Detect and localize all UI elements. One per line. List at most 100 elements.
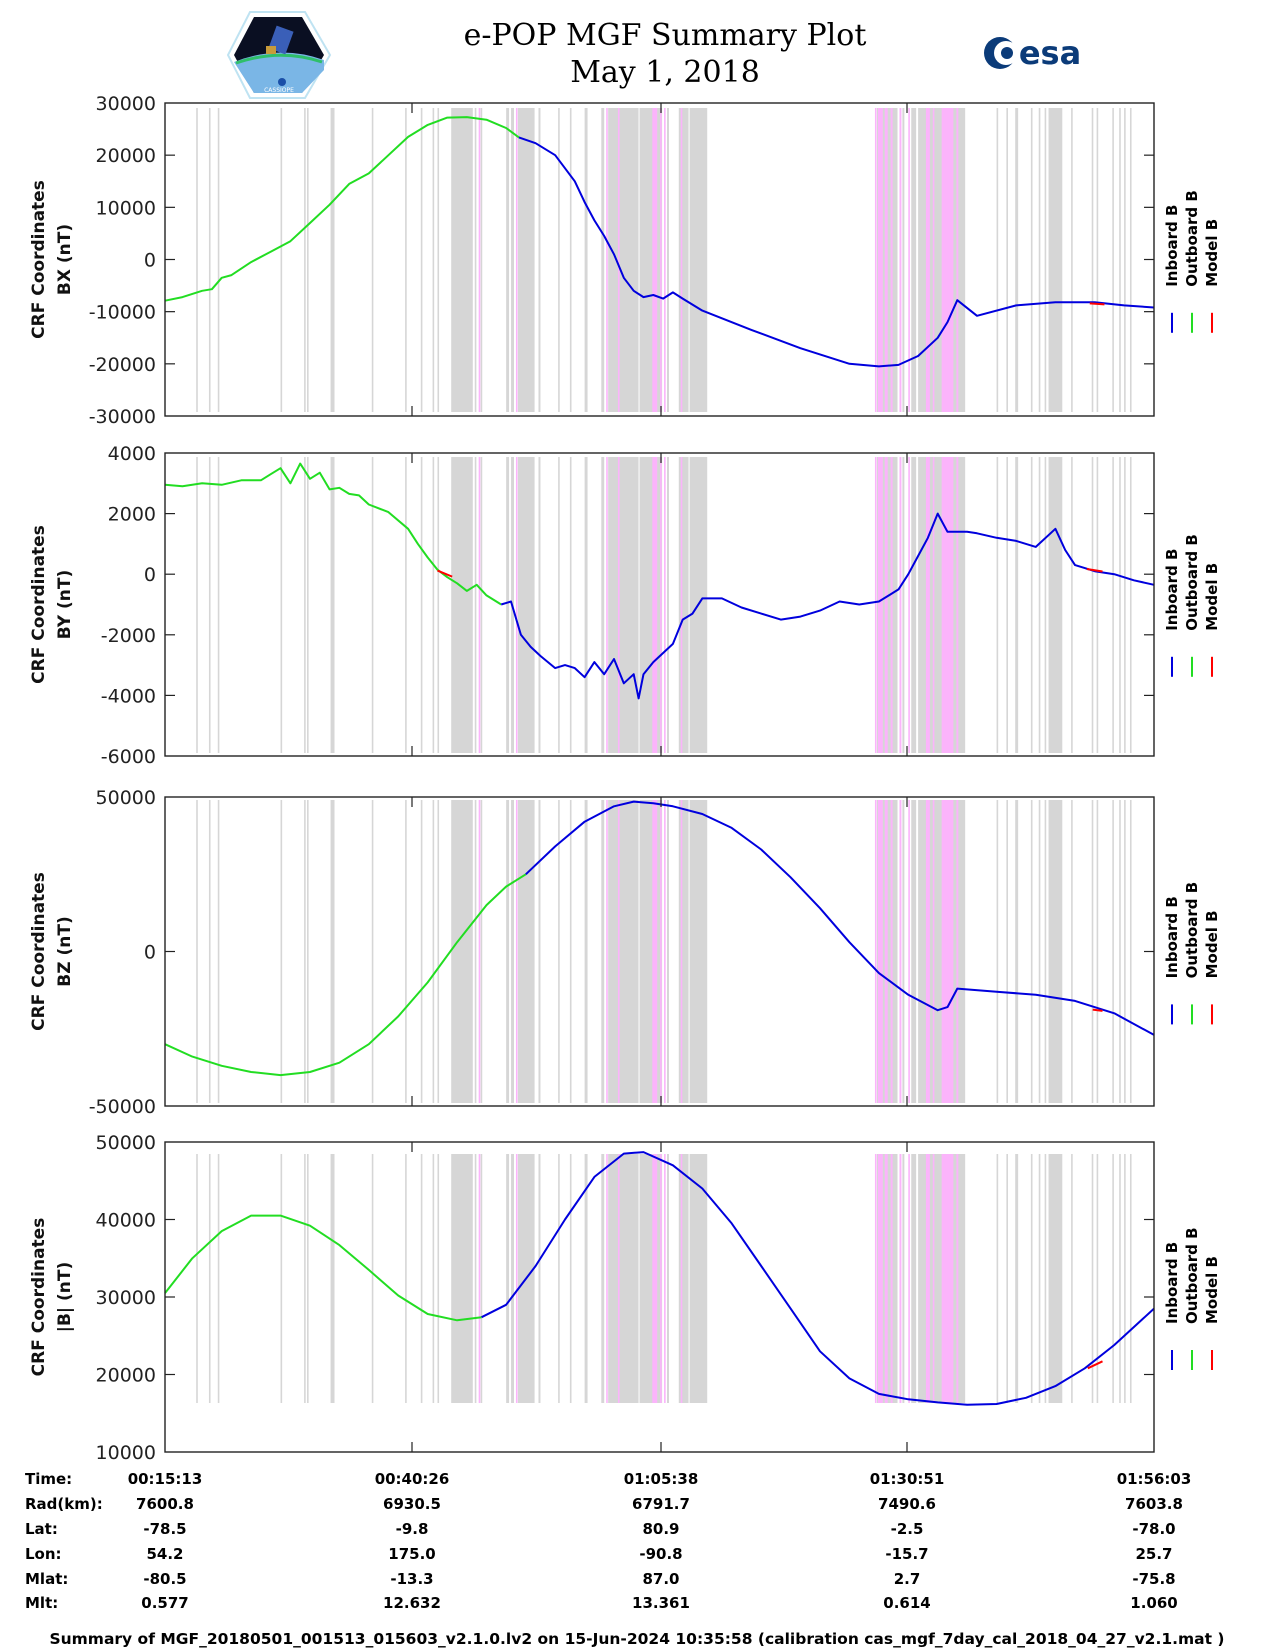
gray-band [506,800,510,1103]
gray-band [1038,457,1041,753]
gray-band [569,108,572,412]
mlat-value: 87.0 [642,1570,679,1588]
gray-band [902,108,905,412]
gray-band [1048,1154,1063,1403]
legend-label: Model B [1203,1256,1221,1324]
gray-band [996,800,999,1103]
gray-band [480,457,483,753]
gray-band [208,1154,211,1403]
gray-band [1006,1154,1008,1403]
inboard-b-line [500,512,1155,700]
gray-band [1119,457,1121,753]
pink-band [941,1154,954,1403]
pink-band [606,457,608,753]
gray-band [196,800,198,1103]
gray-band [1038,1154,1041,1403]
legend-label: Outboard B [1183,1227,1201,1324]
lat-value: -9.8 [396,1520,429,1538]
table-column: 01:56:03 7603.8 -78.0 25.7 -75.8 1.060 [1117,1470,1192,1612]
gray-band [1048,800,1063,1103]
gray-band [1112,800,1114,1103]
model-b-segment [1089,302,1105,306]
gray-band [437,108,440,412]
pink-band [652,108,658,412]
pink-band [478,108,481,412]
table-column: 00:40:26 6930.5 -9.8 175.0 -13.3 12.632 [375,1470,450,1612]
gray-band [307,108,309,412]
outboard-b-line [164,116,520,302]
gray-band [196,108,198,412]
lat-value: 80.9 [642,1520,679,1538]
table-column: 01:05:38 6791.7 80.9 -90.8 87.0 13.361 [624,1470,699,1612]
gray-band [1071,1154,1073,1403]
gray-band [678,108,689,412]
gray-band [608,108,639,412]
gray-band [1129,457,1132,753]
inboard-b-line [518,136,1155,368]
gray-band [538,457,541,753]
gray-band [420,108,423,412]
gray-band [506,457,510,753]
gray-band [1096,1154,1099,1403]
plot-title: e-POP MGF Summary Plot [464,18,867,53]
pink-band [664,1154,666,1403]
gray-band [1015,457,1019,753]
y-axis-label: BY (nT) [55,570,75,640]
pink-band [941,108,954,412]
mlt-value: 12.632 [383,1594,441,1612]
gray-band [480,108,483,412]
lon-value: 175.0 [388,1545,435,1563]
gray-band [405,108,407,412]
row-label-time: Time: [25,1470,72,1488]
gray-band [667,457,669,753]
gray-band [538,1154,541,1403]
y-tick-label: 20000 [96,145,156,167]
gray-band [517,800,535,1103]
pink-band [932,457,935,753]
gray-band [1071,800,1073,1103]
gray-band [1124,457,1126,753]
gray-band [584,457,588,753]
model-b-segment [1087,1360,1103,1370]
gray-band [217,1154,220,1403]
gray-band [420,457,423,753]
gray-band [678,457,689,753]
gray-band [1129,1154,1132,1403]
gray-band [902,800,905,1103]
legend-label: Inboard B [1163,549,1181,631]
gray-band [420,1154,423,1403]
gray-band [371,1154,374,1403]
gray-band [330,1154,335,1403]
plot-frame [164,452,1155,757]
time-value: 00:40:26 [375,1470,450,1488]
gray-band [569,1154,572,1403]
gray-band [911,457,917,753]
model-b-segment [437,569,453,578]
gray-band [1096,457,1099,753]
rad-value: 6930.5 [383,1495,441,1513]
pink-band [925,1154,930,1403]
y-tick-label: 50000 [96,1132,156,1154]
rad-value: 7600.8 [136,1495,194,1513]
gray-band [558,800,560,1103]
gray-band [454,457,473,753]
outboard-b-line [164,873,527,1077]
pink-band [890,800,893,1103]
gray-band [667,800,669,1103]
gray-band [1044,800,1047,1103]
row-label-rad: Rad(km): [25,1495,103,1513]
pink-band [899,800,902,1103]
gray-band [217,108,220,412]
gray-band [371,800,374,1103]
gray-band [437,800,440,1103]
y-tick-label: 40000 [96,1210,156,1232]
gray-band [432,457,435,753]
gray-band [918,457,944,753]
gray-band [474,1154,477,1403]
y-tick-label: 10000 [96,1442,156,1464]
gray-band [330,800,335,1103]
pink-band [877,457,883,753]
model-b-segment [1086,568,1103,573]
table-column: 01:30:51 7490.6 -2.5 -15.7 2.7 0.614 [870,1470,945,1612]
gray-band [371,457,374,753]
